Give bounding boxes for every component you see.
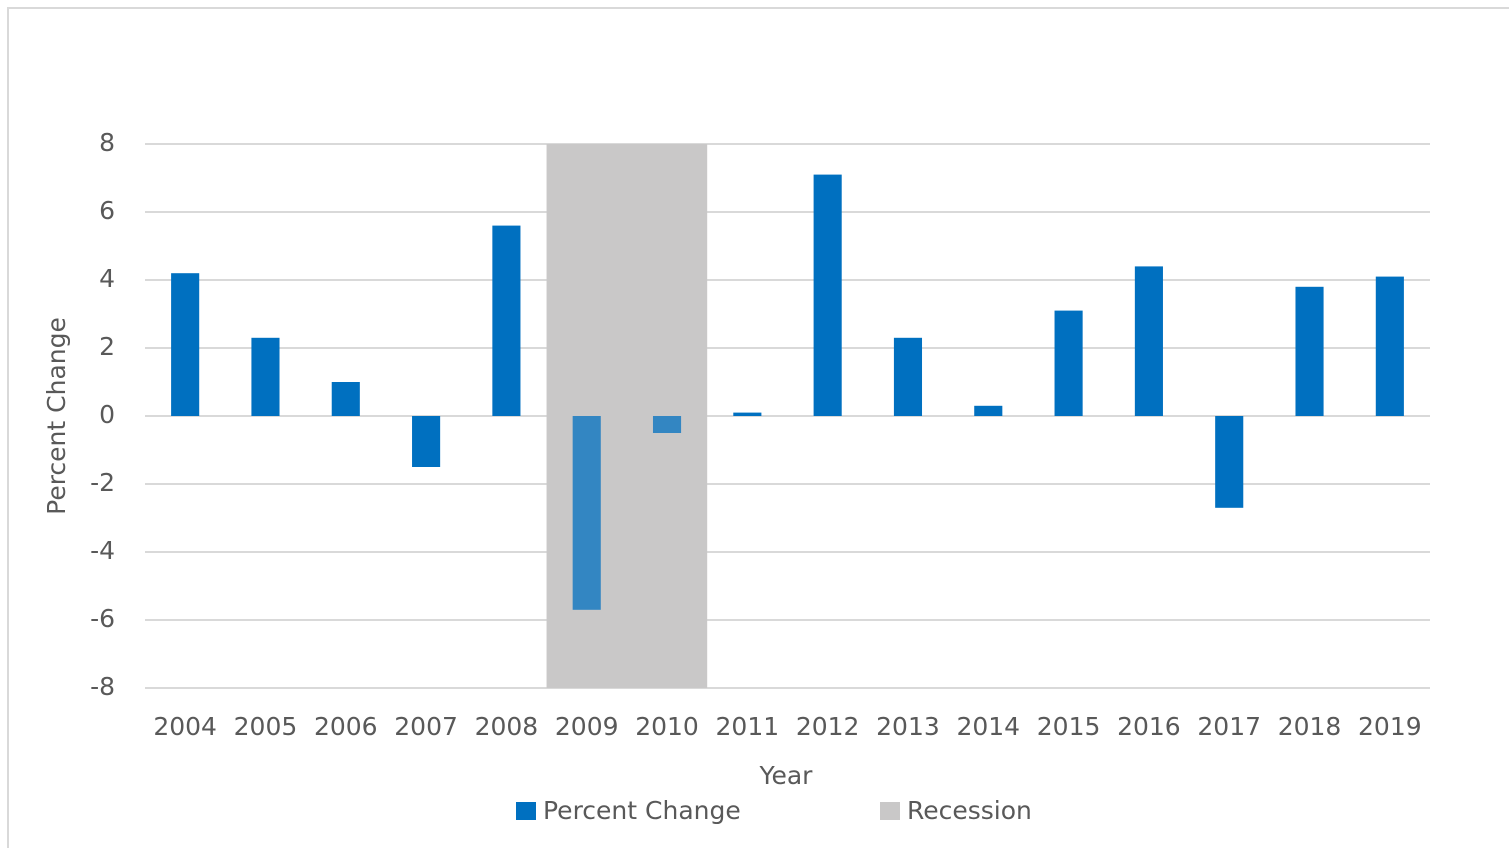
x-tick-label: 2008 [475,712,539,741]
x-axis-title: Year [759,761,814,790]
x-tick-label: 2013 [876,712,940,741]
y-tick-label: 6 [99,196,115,225]
x-tick-label: 2014 [956,712,1020,741]
x-tick-label: 2018 [1278,712,1342,741]
x-tick-label: 2010 [635,712,699,741]
bar [893,337,923,416]
bar [331,382,360,416]
bar [492,225,521,416]
x-tick-label: 2005 [234,712,298,741]
x-tick-label: 2012 [796,712,860,741]
recession-band [546,144,708,688]
x-tick-label: 2015 [1037,712,1101,741]
bar [1215,416,1244,508]
y-tick-label: -2 [90,468,115,497]
y-tick-label: -8 [90,672,115,701]
x-tick-label: 2019 [1358,712,1422,741]
x-tick-label: 2006 [314,712,378,741]
bar [171,273,200,416]
bar [652,416,682,433]
legend-label: Recession [907,796,1032,825]
y-tick-label: -6 [90,604,115,633]
y-tick-label: -4 [90,536,115,565]
y-tick-label: 2 [99,332,115,361]
y-tick-label: 0 [99,400,115,429]
bar [1295,286,1324,416]
x-tick-label: 2017 [1197,712,1261,741]
x-tick-label: 2011 [716,712,780,741]
bar [251,337,280,416]
x-tick-label: 2007 [394,712,458,741]
bar [1054,310,1083,416]
bar [974,405,1003,416]
legend-swatch [880,802,900,820]
bar [412,416,441,467]
y-tick-label: 8 [99,128,115,157]
y-axis-title: Percent Change [42,317,71,515]
x-tick-label: 2016 [1117,712,1181,741]
x-tick-label: 2009 [555,712,619,741]
legend-label: Percent Change [543,796,741,825]
y-tick-label: 4 [99,264,115,293]
x-tick-label: 2004 [153,712,217,741]
bar [572,416,601,610]
bar [1375,276,1404,416]
bar [1134,266,1163,416]
bar [733,412,762,416]
chart-border [7,7,1509,848]
bar [813,174,842,416]
legend-swatch [516,802,536,820]
